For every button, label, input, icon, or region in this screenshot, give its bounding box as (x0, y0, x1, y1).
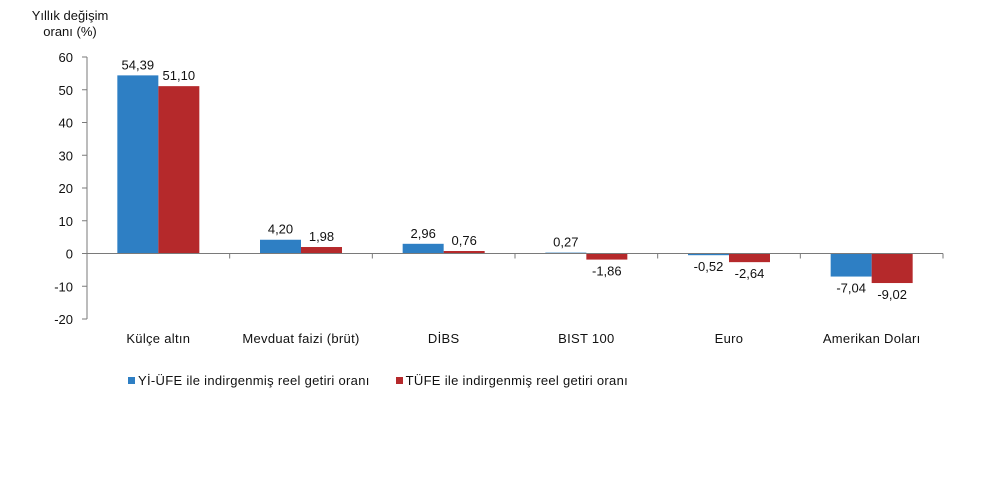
bar-series-1 (260, 239, 301, 254)
data-label: -2,64 (735, 266, 765, 281)
category-label: Mevduat faizi (brüt) (242, 331, 359, 346)
y-tick-label: 30 (59, 148, 73, 163)
data-label: 4,20 (268, 222, 293, 237)
data-label: 1,98 (309, 229, 334, 244)
y-axis-title-line-1: Yıllık değişim (31, 8, 109, 23)
data-label: 0,76 (452, 233, 477, 248)
bar-series-2 (443, 251, 485, 254)
data-label: -0,52 (694, 259, 724, 274)
data-label: -1,86 (592, 264, 622, 279)
y-tick-label: 20 (59, 181, 73, 196)
data-label: 51,10 (163, 68, 196, 83)
legend-label-series-2: TÜFE ile indirgenmiş reel getiri oranı (405, 373, 629, 388)
bar-series-1 (830, 253, 872, 277)
y-tick-label: 10 (59, 214, 73, 229)
bar-series-1 (402, 243, 444, 254)
legend-item-series-1: Yİ-ÜFE ile indirgenmiş reel getiri oranı (128, 373, 370, 388)
y-tick-label: 40 (59, 116, 73, 131)
category-label: Euro (715, 331, 744, 346)
y-tick-label: 0 (66, 247, 73, 262)
legend-swatch-series-1 (128, 377, 135, 384)
legend-label-series-1: Yİ-ÜFE ile indirgenmiş reel getiri oranı (138, 373, 370, 388)
legend-item-series-2: TÜFE ile indirgenmiş reel getiri oranı (395, 373, 629, 388)
bar-series-2 (586, 253, 628, 260)
data-label: 54,39 (122, 57, 155, 72)
data-label: 2,96 (411, 226, 436, 241)
bar-series-2 (158, 86, 200, 254)
data-label: 0,27 (553, 235, 578, 250)
y-tick-label: -10 (54, 279, 73, 294)
y-tick-label: -20 (54, 312, 73, 327)
y-tick-label: 50 (59, 83, 73, 98)
category-label: Külçe altın (126, 331, 190, 346)
y-axis-title-line-2: oranı (%) (43, 24, 97, 39)
data-label: -9,02 (877, 287, 907, 302)
category-label: Amerikan Doları (823, 331, 921, 346)
bar-series-1 (117, 75, 159, 254)
legend: Yİ-ÜFE ile indirgenmiş reel getiri oranı… (128, 373, 654, 388)
bar-series-2 (871, 253, 913, 284)
bar-series-1 (688, 253, 729, 256)
category-label: BIST 100 (558, 331, 614, 346)
bar-series-2 (301, 247, 342, 254)
y-axis-title: Yıllık değişim oranı (%) (20, 8, 120, 40)
legend-swatch-series-2 (395, 377, 403, 384)
data-label: -7,04 (836, 281, 866, 296)
y-tick-label: 60 (59, 50, 73, 65)
category-label: DİBS (428, 331, 460, 346)
bar-series-2 (729, 253, 770, 263)
